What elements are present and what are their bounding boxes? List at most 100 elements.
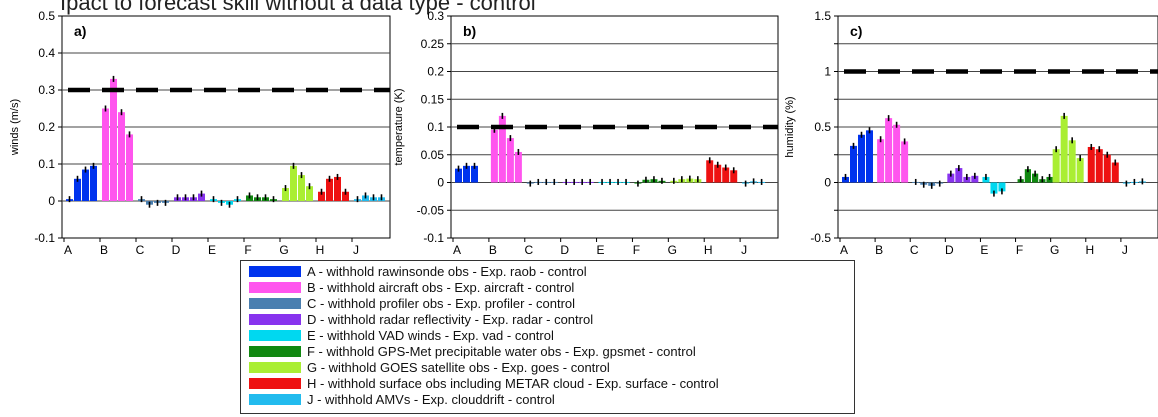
x-tick-label: E <box>208 243 216 257</box>
clipped-figure-title: Ipact to forecast skill without a data t… <box>60 0 536 15</box>
legend-item-g: G - withhold GOES satellite obs - Exp. g… <box>249 360 610 375</box>
x-tick-label: B <box>875 243 883 257</box>
bar <box>998 182 1006 192</box>
legend-label: E - withhold VAD winds - Exp. vad - cont… <box>307 328 554 343</box>
x-tick-label: J <box>353 243 359 257</box>
bar <box>866 130 873 183</box>
bar <box>1076 158 1084 183</box>
y-tick-label: 0.2 <box>38 120 55 134</box>
legend-item-j: J - withhold AMVs - Exp. clouddrift - co… <box>249 392 555 407</box>
legend-item-b: B - withhold aircraft obs - Exp. aircraf… <box>249 280 574 295</box>
bar <box>506 138 514 183</box>
x-tick-label: H <box>704 243 713 257</box>
bar <box>1052 149 1060 183</box>
legend-swatch <box>249 266 301 277</box>
y-tick-label: 0.3 <box>38 83 55 97</box>
panel-label: c) <box>850 23 862 39</box>
panel-label: b) <box>463 23 476 39</box>
x-tick-label: D <box>945 243 954 257</box>
x-tick-label: G <box>279 243 288 257</box>
legend-item-c: C - withhold profiler obs - Exp. profile… <box>249 296 575 311</box>
bar <box>714 164 722 183</box>
y-tick-label: 0 <box>48 194 55 208</box>
bar <box>947 173 955 183</box>
legend-label: F - withhold GPS-Met precipitable water … <box>307 344 696 359</box>
bar <box>471 165 478 183</box>
y-tick-label: 0.5 <box>38 9 55 23</box>
bar <box>901 141 909 183</box>
bar <box>326 178 333 201</box>
y-tick-label: 0.25 <box>421 37 445 51</box>
legend-swatch <box>249 378 301 389</box>
y-tick-label: 0.1 <box>38 157 55 171</box>
legend-swatch <box>249 298 301 309</box>
bar <box>1024 169 1031 183</box>
x-tick-label: F <box>244 243 251 257</box>
bar <box>1060 115 1068 183</box>
y-tick-label: 0.4 <box>38 46 55 60</box>
bar <box>455 168 462 183</box>
bar <box>498 115 506 183</box>
bar <box>102 108 109 201</box>
y-tick-label: 0.05 <box>421 148 445 162</box>
bar <box>722 167 730 183</box>
bar <box>893 124 901 183</box>
legend-item-h: H - withhold surface obs including METAR… <box>249 376 719 391</box>
bar <box>334 176 341 201</box>
bar <box>298 175 305 201</box>
bar <box>1095 149 1103 183</box>
bar <box>306 186 313 201</box>
bar <box>877 139 885 183</box>
legend-item-a: A - withhold rawinsonde obs - Exp. raob … <box>249 264 587 279</box>
legend: A - withhold rawinsonde obs - Exp. raob … <box>240 260 855 414</box>
bar <box>885 118 893 183</box>
x-tick-label: E <box>980 243 988 257</box>
bar <box>74 178 81 201</box>
y-tick-label: -0.5 <box>810 231 831 245</box>
y-tick-label: 1 <box>824 65 831 79</box>
legend-swatch <box>249 394 301 405</box>
bar <box>110 78 117 201</box>
y-tick-label: 0.1 <box>427 120 444 134</box>
bar <box>514 151 522 183</box>
y-tick-label: 1.5 <box>814 9 831 23</box>
legend-item-e: E - withhold VAD winds - Exp. vad - cont… <box>249 328 554 343</box>
y-tick-label: 0 <box>437 176 444 190</box>
legend-swatch <box>249 362 301 373</box>
bar <box>1087 146 1095 183</box>
y-tick-label: -0.1 <box>34 231 55 245</box>
bar <box>858 134 865 183</box>
x-tick-label: G <box>668 243 677 257</box>
bar <box>463 165 470 183</box>
bar <box>1111 162 1119 183</box>
bar <box>490 129 498 183</box>
bar <box>850 145 857 183</box>
x-tick-label: H <box>1085 243 1094 257</box>
y-tick-label: 0 <box>824 176 831 190</box>
bar <box>342 191 349 201</box>
legend-label: J - withhold AMVs - Exp. clouddrift - co… <box>307 392 555 407</box>
x-tick-label: B <box>100 243 108 257</box>
bar <box>990 182 998 194</box>
x-tick-label: A <box>840 243 848 257</box>
x-tick-label: G <box>1050 243 1059 257</box>
legend-label: D - withhold radar reflectivity - Exp. r… <box>307 312 594 327</box>
bar <box>198 193 205 201</box>
bar <box>1032 173 1039 183</box>
bar <box>90 165 97 201</box>
y-tick-label: 0.3 <box>427 9 444 23</box>
y-axis-label: humidity (%) <box>784 96 796 157</box>
y-tick-label: 0.2 <box>427 65 444 79</box>
charts-svg: -0.1 0 0.1 0.2 0.3 0.4 0.5 winds (m/s) a) A B C D E F G… <box>9 9 1158 257</box>
bar <box>318 191 325 201</box>
legend-swatch <box>249 346 301 357</box>
x-tick-label: A <box>64 243 72 257</box>
panel-label: a) <box>74 23 86 39</box>
x-tick-label: E <box>597 243 605 257</box>
bar <box>971 175 979 183</box>
y-tick-label: -0.05 <box>417 203 445 217</box>
legend-label: A - withhold rawinsonde obs - Exp. raob … <box>307 264 587 279</box>
y-tick-label: 0.5 <box>814 120 831 134</box>
legend-swatch <box>249 330 301 341</box>
